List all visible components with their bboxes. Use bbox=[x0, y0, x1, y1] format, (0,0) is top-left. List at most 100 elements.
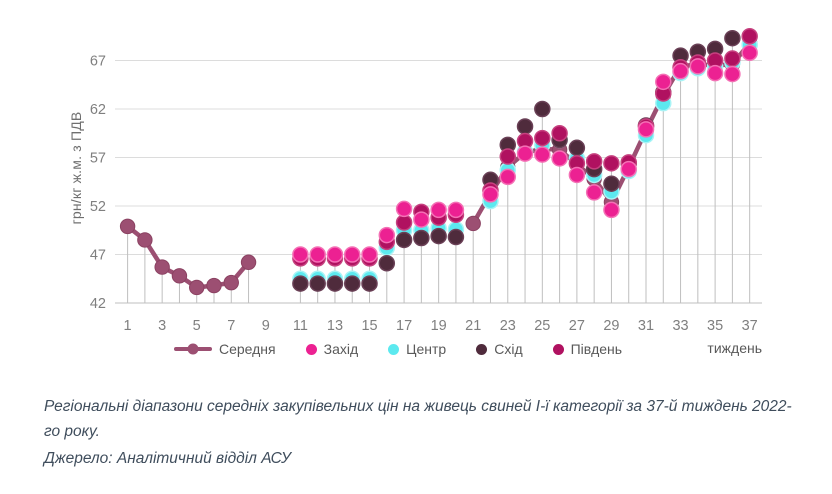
x-tick-label: 19 bbox=[431, 318, 447, 334]
x-tick-label: 3 bbox=[158, 318, 166, 334]
x-tick-label: 35 bbox=[707, 318, 723, 334]
data-point bbox=[516, 118, 534, 135]
data-point bbox=[534, 146, 551, 163]
x-tick-label: 21 bbox=[465, 318, 481, 334]
x-tick-label: 25 bbox=[534, 318, 550, 334]
data-point bbox=[378, 226, 396, 244]
data-point bbox=[292, 275, 309, 292]
y-tick-label: 42 bbox=[90, 296, 106, 312]
legend-item-zakhid: Захід bbox=[305, 341, 358, 357]
data-point bbox=[603, 175, 620, 192]
x-tick-label: 9 bbox=[262, 318, 270, 334]
data-point bbox=[343, 246, 361, 263]
data-point bbox=[724, 65, 741, 83]
x-tick-labels: 1 3 5 7 9 11 13 15 17 19 21 23 25 27 29 31 33 35 37 bbox=[124, 318, 758, 334]
y-tick-label: 52 bbox=[90, 199, 106, 215]
x-tick-label: 17 bbox=[396, 318, 412, 334]
legend-dot-icon bbox=[388, 343, 400, 355]
x-tick-label: 5 bbox=[193, 318, 201, 334]
caption-title: Регіональні діапазони середніх закупівел… bbox=[44, 398, 792, 440]
data-point bbox=[534, 100, 551, 118]
y-tick-label: 62 bbox=[90, 102, 106, 118]
data-point bbox=[603, 201, 620, 219]
data-point bbox=[206, 277, 222, 294]
data-point bbox=[309, 275, 326, 292]
legend-item-skhid: Схід bbox=[476, 341, 523, 357]
data-point bbox=[447, 228, 465, 246]
data-point bbox=[499, 148, 517, 165]
data-point bbox=[223, 274, 239, 291]
legend-item-tsentr: Центр bbox=[388, 341, 446, 357]
data-point bbox=[689, 58, 707, 75]
data-point bbox=[309, 246, 326, 263]
legend-line-swatch-icon bbox=[173, 343, 212, 355]
data-point bbox=[551, 125, 568, 142]
y-tick-label: 67 bbox=[90, 54, 106, 70]
x-tick-label: 31 bbox=[638, 318, 654, 334]
x-tick-label: 1 bbox=[124, 318, 132, 334]
data-point bbox=[741, 28, 758, 45]
data-point bbox=[724, 29, 741, 47]
legend-item-serednya: Середня bbox=[173, 341, 276, 357]
data-point bbox=[620, 160, 637, 178]
data-point bbox=[568, 166, 586, 184]
data-point bbox=[603, 155, 620, 172]
data-point bbox=[240, 254, 257, 270]
legend-dot-icon bbox=[305, 343, 317, 355]
data-point bbox=[585, 153, 603, 170]
data-point bbox=[137, 232, 153, 248]
data-point bbox=[154, 259, 170, 275]
data-point bbox=[655, 73, 672, 91]
data-point bbox=[326, 275, 344, 292]
data-point bbox=[395, 231, 413, 249]
data-point bbox=[568, 139, 586, 157]
series-zakhid bbox=[292, 44, 758, 263]
data-point bbox=[465, 215, 481, 232]
data-point bbox=[326, 246, 344, 263]
x-tick-label: 37 bbox=[742, 318, 758, 334]
legend-label: Середня bbox=[218, 341, 276, 357]
x-tick-label: 23 bbox=[500, 318, 516, 334]
legend-dot-icon bbox=[476, 343, 488, 355]
data-point bbox=[361, 275, 378, 292]
x-tick-label: 27 bbox=[569, 318, 585, 334]
data-point bbox=[499, 168, 517, 186]
data-point bbox=[534, 129, 551, 147]
y-tick-label: 47 bbox=[90, 248, 106, 264]
y-tick-labels: 42 47 52 57 62 67 bbox=[90, 54, 106, 313]
legend-label: Південь bbox=[570, 341, 623, 357]
data-point bbox=[551, 150, 568, 167]
caption-source: Джерело: Аналітичний відділ АСУ bbox=[44, 450, 291, 467]
data-point bbox=[292, 246, 309, 263]
x-tick-label: 15 bbox=[361, 318, 377, 334]
data-point bbox=[430, 201, 447, 219]
legend-label: Центр bbox=[406, 341, 447, 357]
data-point bbox=[430, 227, 447, 245]
x-tick-label: 7 bbox=[227, 318, 235, 334]
legend-label: Схід bbox=[494, 341, 523, 357]
data-point bbox=[119, 218, 136, 235]
data-point bbox=[585, 184, 603, 201]
data-point bbox=[378, 254, 396, 272]
x-tick-label: 11 bbox=[293, 318, 308, 334]
data-point bbox=[361, 246, 378, 263]
x-tick-label: 29 bbox=[603, 318, 619, 334]
legend-dot-icon bbox=[552, 343, 564, 355]
data-point bbox=[672, 62, 689, 80]
data-point bbox=[395, 200, 413, 218]
legend-line-marker-icon bbox=[187, 343, 199, 355]
data-point bbox=[724, 50, 741, 67]
caption-block: Регіональні діапазони середніх закупівел… bbox=[44, 394, 806, 471]
data-point bbox=[741, 44, 758, 61]
data-point bbox=[343, 275, 361, 292]
x-axis-title: тиждень bbox=[707, 340, 762, 356]
data-point bbox=[413, 211, 430, 228]
legend-item-pivden: Південь bbox=[552, 341, 623, 357]
data-point bbox=[171, 268, 188, 284]
y-tick-label: 57 bbox=[90, 151, 106, 167]
data-point bbox=[413, 229, 430, 247]
data-point bbox=[516, 145, 534, 162]
x-tick-label: 13 bbox=[327, 318, 343, 334]
